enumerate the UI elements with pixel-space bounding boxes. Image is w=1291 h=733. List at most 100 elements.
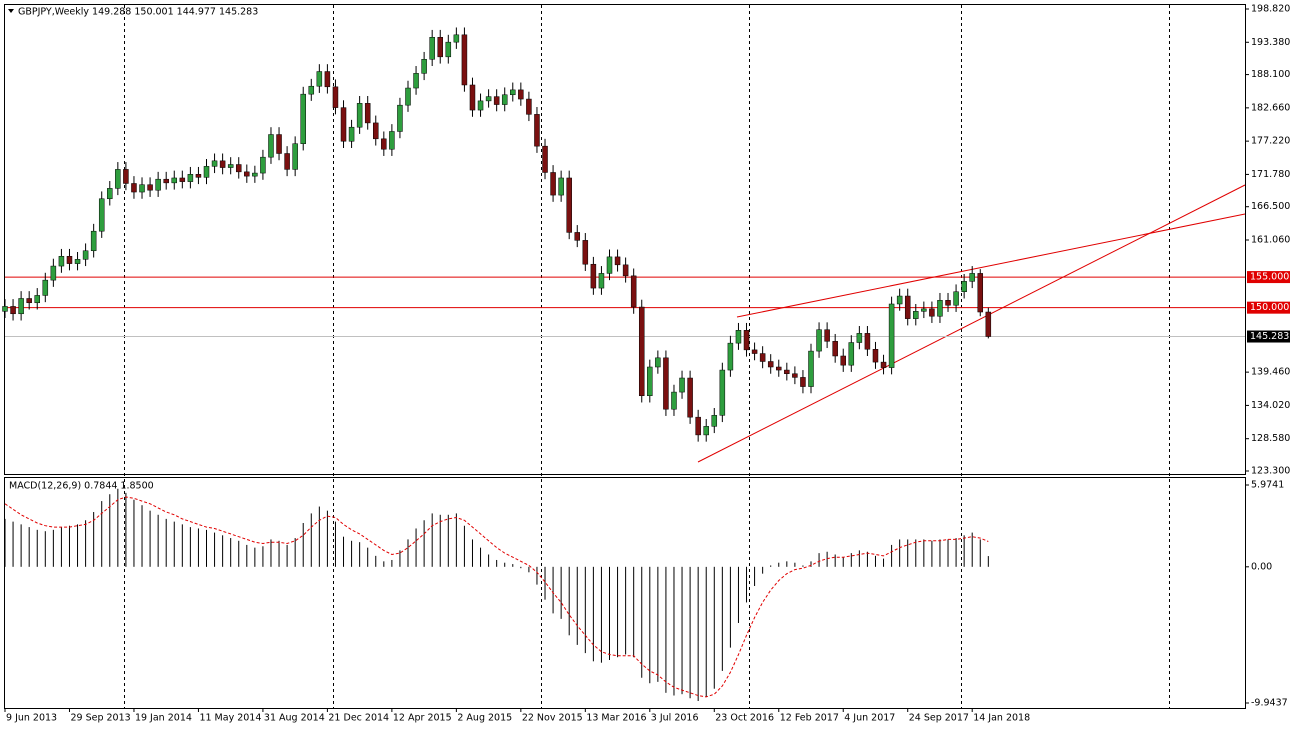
- candle-body: [896, 295, 903, 305]
- candle-body: [10, 306, 16, 315]
- x-tick-label: 11 May 2014: [199, 713, 261, 724]
- candle-body: [260, 156, 266, 174]
- candle-body: [66, 256, 73, 264]
- candle-body: [518, 89, 524, 100]
- candle-body: [784, 369, 790, 374]
- candle-body: [211, 160, 218, 167]
- candle-body: [179, 177, 186, 182]
- trendline: [736, 213, 1246, 318]
- last-price-box: [1247, 330, 1290, 343]
- candle-body: [614, 256, 621, 266]
- candle-body: [453, 34, 460, 43]
- candle-body: [244, 171, 250, 177]
- x-tick-label: 14 Jan 2018: [973, 713, 1030, 724]
- y-tick-label: 198.820: [1251, 4, 1290, 15]
- trendlines: [697, 184, 1246, 463]
- y2-tick-label: 5.9741: [1251, 480, 1284, 491]
- candle-body: [880, 361, 887, 368]
- candle-body: [566, 177, 572, 233]
- candle-body: [751, 349, 758, 354]
- candle-body: [735, 330, 742, 344]
- candle-body: [848, 342, 855, 366]
- trendline: [697, 184, 1246, 463]
- horizontal-line-box: [1247, 301, 1290, 314]
- candle-body: [663, 357, 669, 410]
- y-tick-label: 193.380: [1251, 37, 1290, 48]
- y-tick-label: 134.020: [1251, 400, 1290, 411]
- candle-body: [131, 183, 137, 193]
- candle-body: [381, 138, 387, 150]
- candle-body: [252, 172, 258, 177]
- x-tick-label: 21 Dec 2014: [328, 713, 389, 724]
- candle-body: [526, 98, 532, 115]
- candle-body: [316, 71, 323, 87]
- candle-body: [107, 188, 113, 200]
- candle-body: [469, 84, 476, 111]
- last-price-label: 145.283: [1250, 331, 1289, 342]
- candle-body: [808, 350, 814, 387]
- candle-body: [655, 357, 661, 368]
- candle-body: [147, 184, 153, 191]
- candle-body: [163, 178, 169, 184]
- candle-body: [719, 369, 726, 416]
- candle-body: [268, 134, 274, 158]
- candle-body: [913, 311, 919, 319]
- candle-body: [622, 264, 629, 277]
- x-tick-label: 4 Jun 2017: [844, 713, 895, 724]
- candle-body: [888, 303, 895, 368]
- candle-body: [187, 174, 194, 182]
- candle-body: [727, 342, 734, 371]
- y-tick-label: 128.580: [1251, 433, 1290, 444]
- x-tick-label: 3 Jul 2016: [651, 713, 699, 724]
- y-tick-label: 161.060: [1251, 235, 1290, 246]
- candle-body: [961, 281, 967, 293]
- x-tick-label: 13 Mar 2016: [586, 713, 646, 724]
- y-tick-label: 182.660: [1251, 102, 1290, 113]
- candle-body: [945, 300, 951, 306]
- macd-panel: [4, 477, 1246, 709]
- candle-body: [308, 85, 315, 95]
- candle-body: [792, 373, 798, 378]
- candle-body: [42, 279, 49, 296]
- candle-body: [485, 96, 492, 102]
- x-tick-label: 19 Jan 2014: [135, 713, 192, 724]
- candle-body: [227, 164, 234, 168]
- horizontal-line-label: 155.000: [1250, 272, 1289, 283]
- candle-body: [276, 134, 282, 154]
- candle-body: [292, 143, 298, 170]
- candle-body: [743, 330, 750, 351]
- candle-body: [767, 361, 774, 368]
- candle-body: [711, 415, 718, 427]
- candle-body: [598, 273, 605, 289]
- menu-arrow[interactable]: [8, 9, 14, 13]
- y-tick-label: 166.500: [1251, 201, 1290, 212]
- candle-body: [856, 333, 863, 343]
- candle-body: [953, 291, 959, 306]
- candle-body: [864, 333, 871, 350]
- candle-body: [284, 153, 290, 170]
- candle-body: [26, 298, 32, 304]
- indicator-title: MACD(12,26,9) 0.7844 1.8500: [9, 481, 154, 492]
- signal-line: [4, 496, 989, 698]
- candle-body: [348, 126, 355, 142]
- candle-body: [2, 306, 8, 312]
- candle-body: [340, 107, 347, 142]
- x-tick-label: 24 Sep 2017: [909, 713, 969, 724]
- candle-body: [679, 377, 685, 393]
- candle-body: [800, 377, 806, 387]
- chart-title: GBPJPY,Weekly 149.288 150.001 144.977 14…: [18, 7, 258, 18]
- candle-body: [364, 103, 371, 124]
- candle-body: [630, 275, 637, 308]
- candle-body: [429, 37, 435, 60]
- candle-body: [929, 308, 935, 317]
- x-tick-label: 31 Aug 2014: [264, 713, 325, 724]
- candle-body: [824, 329, 830, 342]
- candle-body: [606, 256, 613, 274]
- candle-body: [356, 103, 363, 128]
- candle-body: [558, 177, 564, 196]
- candle-body: [18, 298, 24, 315]
- y2-tick-label: -9.9437: [1251, 698, 1288, 709]
- candle-body: [219, 160, 226, 168]
